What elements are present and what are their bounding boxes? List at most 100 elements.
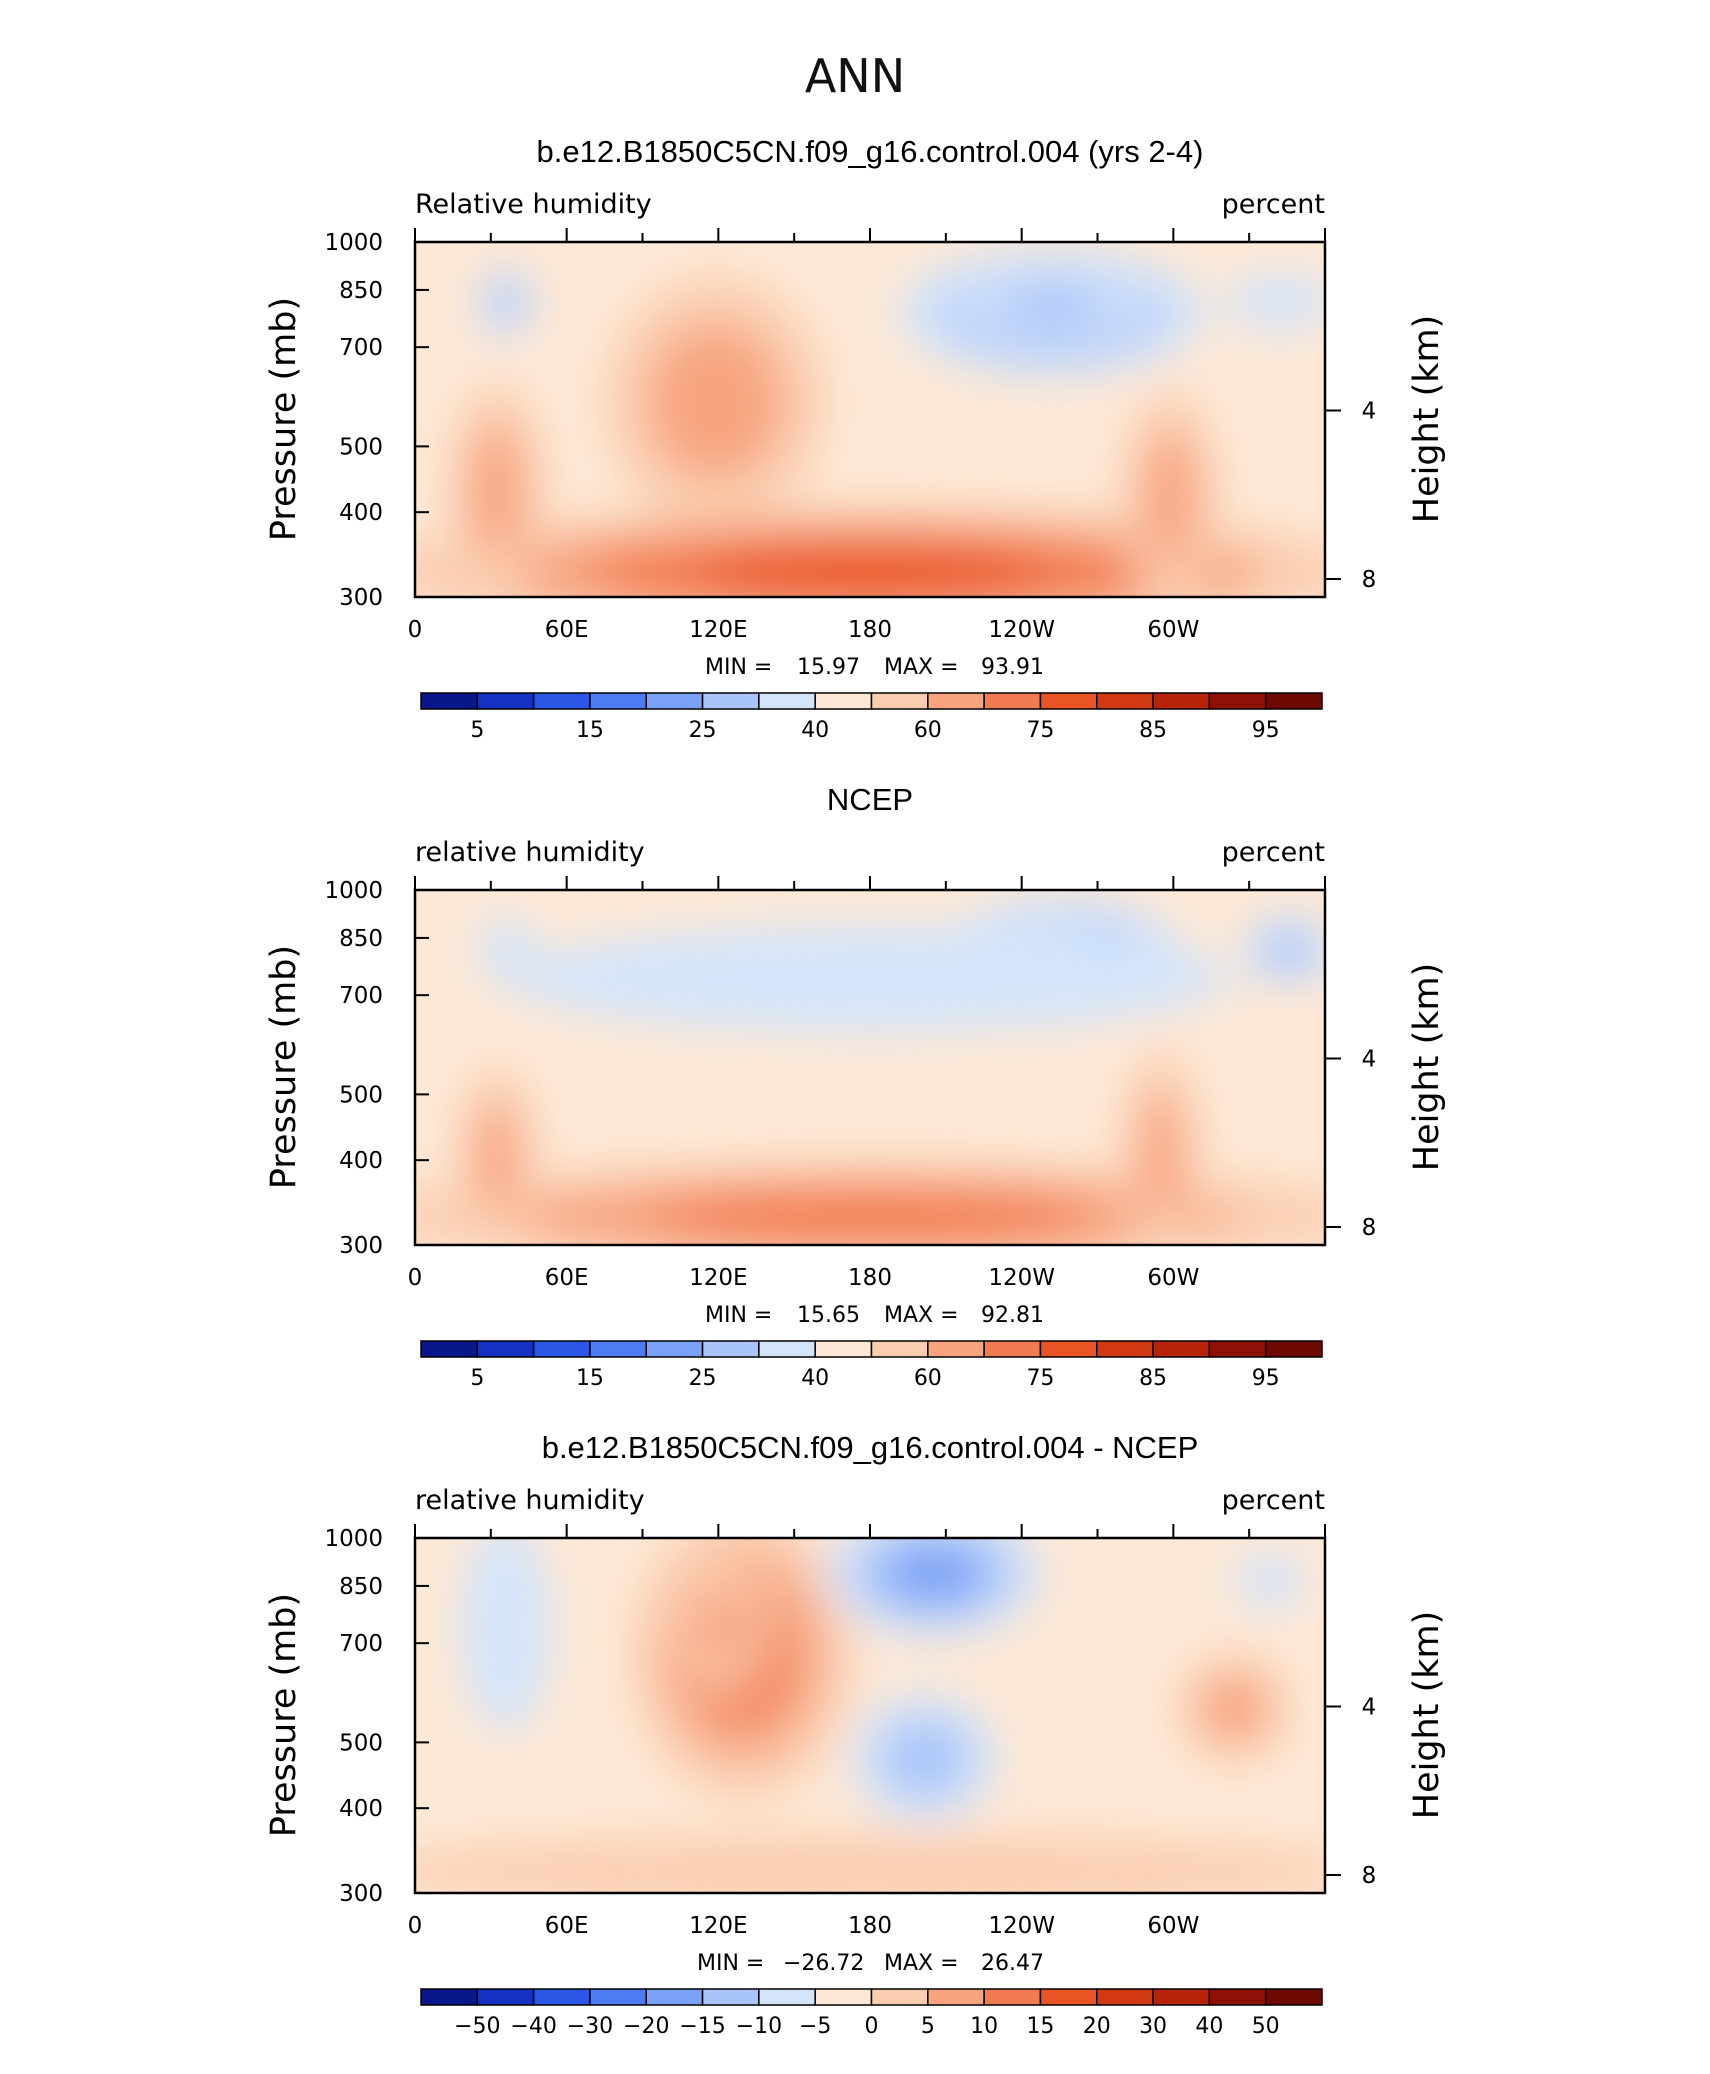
colorbar-swatch bbox=[1264, 692, 1323, 710]
contour-blob bbox=[468, 424, 525, 557]
colorbar-swatch bbox=[532, 1340, 591, 1358]
colorbar-label: 60 bbox=[914, 718, 942, 743]
max-label: MAX = bbox=[884, 655, 959, 680]
x-axis: 0 60E 120E 180 120W 60W bbox=[408, 1524, 1326, 1939]
colorbar-swatch bbox=[420, 692, 479, 710]
contour-blob bbox=[996, 284, 1108, 328]
panel-title: b.e12.B1850C5CN.f09_g16.control.004 (yrs… bbox=[537, 134, 1204, 169]
contour-blob bbox=[478, 914, 534, 986]
colorbar-swatch bbox=[814, 1988, 873, 2006]
colorbar-swatch bbox=[589, 1988, 647, 2006]
max-value: 26.47 bbox=[981, 1951, 1044, 1976]
contour-blob bbox=[1200, 1675, 1268, 1742]
x-tick-label: 120E bbox=[689, 1913, 747, 1939]
colorbar-swatch bbox=[1152, 1340, 1211, 1358]
y-tick-label: 300 bbox=[339, 1881, 383, 1907]
max-value: 93.91 bbox=[981, 655, 1044, 680]
colorbar-swatch bbox=[1096, 1340, 1154, 1358]
colorbar-swatch bbox=[476, 1340, 535, 1358]
colorbar-swatch bbox=[420, 1340, 479, 1358]
y-axis: 300 400 500 700 850 1000 bbox=[324, 1526, 429, 1907]
colorbar-swatch bbox=[1264, 1340, 1323, 1358]
right-label: percent bbox=[1222, 1485, 1325, 1516]
x-tick-label: 180 bbox=[848, 1913, 892, 1939]
colorbar-swatch bbox=[870, 1340, 929, 1358]
min-max-stats: MIN = 15.97 MAX = 93.91 bbox=[705, 655, 1044, 680]
y2-tick-label: 8 bbox=[1362, 1863, 1377, 1889]
colorbar-swatch bbox=[1208, 1340, 1267, 1358]
colorbar-label: 25 bbox=[689, 1366, 717, 1391]
x-tick-label: 60W bbox=[1147, 1913, 1199, 1939]
colorbar-label: 40 bbox=[801, 1366, 829, 1391]
x-tick-label: 0 bbox=[408, 1913, 423, 1939]
y2-axis: 84 bbox=[1325, 398, 1376, 593]
colorbar-swatch bbox=[1096, 692, 1154, 710]
colorbar-label: 5 bbox=[470, 718, 484, 743]
y-tick-label: 500 bbox=[339, 1082, 383, 1108]
contour-blob bbox=[1234, 1552, 1307, 1609]
colorbar-label: −20 bbox=[623, 2014, 669, 2039]
y-tick-label: 500 bbox=[339, 1730, 383, 1756]
contour-blob bbox=[1142, 432, 1199, 564]
y-tick-label: 300 bbox=[339, 585, 383, 611]
y-tick-label: 400 bbox=[339, 1796, 383, 1822]
left-label: relative humidity bbox=[415, 1485, 645, 1516]
x-tick-label: 120E bbox=[689, 1265, 747, 1291]
y-axis-label: Pressure (mb) bbox=[264, 297, 304, 541]
page-title: ANN bbox=[805, 49, 905, 103]
colorbar-swatch bbox=[758, 1988, 816, 2006]
min-value: −26.72 bbox=[783, 1951, 864, 1976]
contour-field bbox=[415, 897, 1325, 1245]
left-label: relative humidity bbox=[415, 837, 645, 868]
colorbar-label: 20 bbox=[1083, 2014, 1111, 2039]
min-label: MIN = bbox=[697, 1951, 764, 1976]
contour-blob bbox=[696, 1587, 753, 1667]
y-tick-label: 1000 bbox=[324, 1526, 383, 1552]
colorbar-swatch bbox=[645, 1988, 704, 2006]
x-tick-label: 180 bbox=[848, 1265, 892, 1291]
y2-axis-label: Height (km) bbox=[1407, 1611, 1447, 1820]
colorbar-swatch bbox=[589, 692, 647, 710]
y-tick-label: 850 bbox=[339, 278, 383, 304]
y-tick-label: 700 bbox=[339, 983, 383, 1009]
panel-title: b.e12.B1850C5CN.f09_g16.control.004 - NC… bbox=[542, 1430, 1199, 1465]
colorbar-swatch bbox=[927, 1340, 985, 1358]
colorbar-label: −50 bbox=[454, 2014, 500, 2039]
colorbar-swatch bbox=[532, 692, 591, 710]
colorbar-swatch bbox=[870, 692, 929, 710]
colorbar-swatch bbox=[701, 692, 760, 710]
max-label: MAX = bbox=[884, 1951, 959, 1976]
colorbar-swatch bbox=[758, 692, 816, 710]
x-tick-label: 180 bbox=[848, 617, 892, 643]
y-axis-label: Pressure (mb) bbox=[264, 945, 304, 1189]
contour-blob bbox=[695, 549, 1045, 595]
panel-title: NCEP bbox=[827, 782, 913, 817]
y2-axis-label: Height (km) bbox=[1407, 315, 1447, 524]
y-tick-label: 300 bbox=[339, 1233, 383, 1259]
x-tick-label: 120W bbox=[988, 1913, 1055, 1939]
colorbar-label: −40 bbox=[510, 2014, 556, 2039]
x-tick-label: 0 bbox=[408, 617, 423, 643]
contour-blob bbox=[506, 925, 1234, 1032]
colorbar-swatch bbox=[1208, 692, 1267, 710]
right-label: percent bbox=[1222, 189, 1325, 220]
colorbar-label: −30 bbox=[567, 2014, 613, 2039]
x-tick-label: 60W bbox=[1147, 1265, 1199, 1291]
colorbar-swatch bbox=[1039, 1340, 1098, 1358]
colorbar-swatch bbox=[983, 1340, 1042, 1358]
colorbar-swatch bbox=[1152, 692, 1211, 710]
min-value: 15.97 bbox=[797, 655, 860, 680]
y2-tick-label: 4 bbox=[1362, 1046, 1377, 1072]
x-tick-label: 120E bbox=[689, 617, 747, 643]
min-label: MIN = bbox=[705, 655, 772, 680]
contour-blob bbox=[885, 1545, 983, 1602]
colorbar-swatch bbox=[1264, 1988, 1323, 2006]
colorbar-swatch bbox=[1096, 1988, 1154, 2006]
right-label: percent bbox=[1222, 837, 1325, 868]
colorbar-swatch bbox=[927, 1988, 985, 2006]
y-axis: 300 400 500 700 850 1000 bbox=[324, 230, 429, 611]
left-label: Relative humidity bbox=[415, 189, 652, 220]
y-axis: 300 400 500 700 850 1000 bbox=[324, 878, 429, 1259]
max-value: 92.81 bbox=[981, 1303, 1044, 1328]
colorbar-label: 15 bbox=[576, 718, 604, 743]
